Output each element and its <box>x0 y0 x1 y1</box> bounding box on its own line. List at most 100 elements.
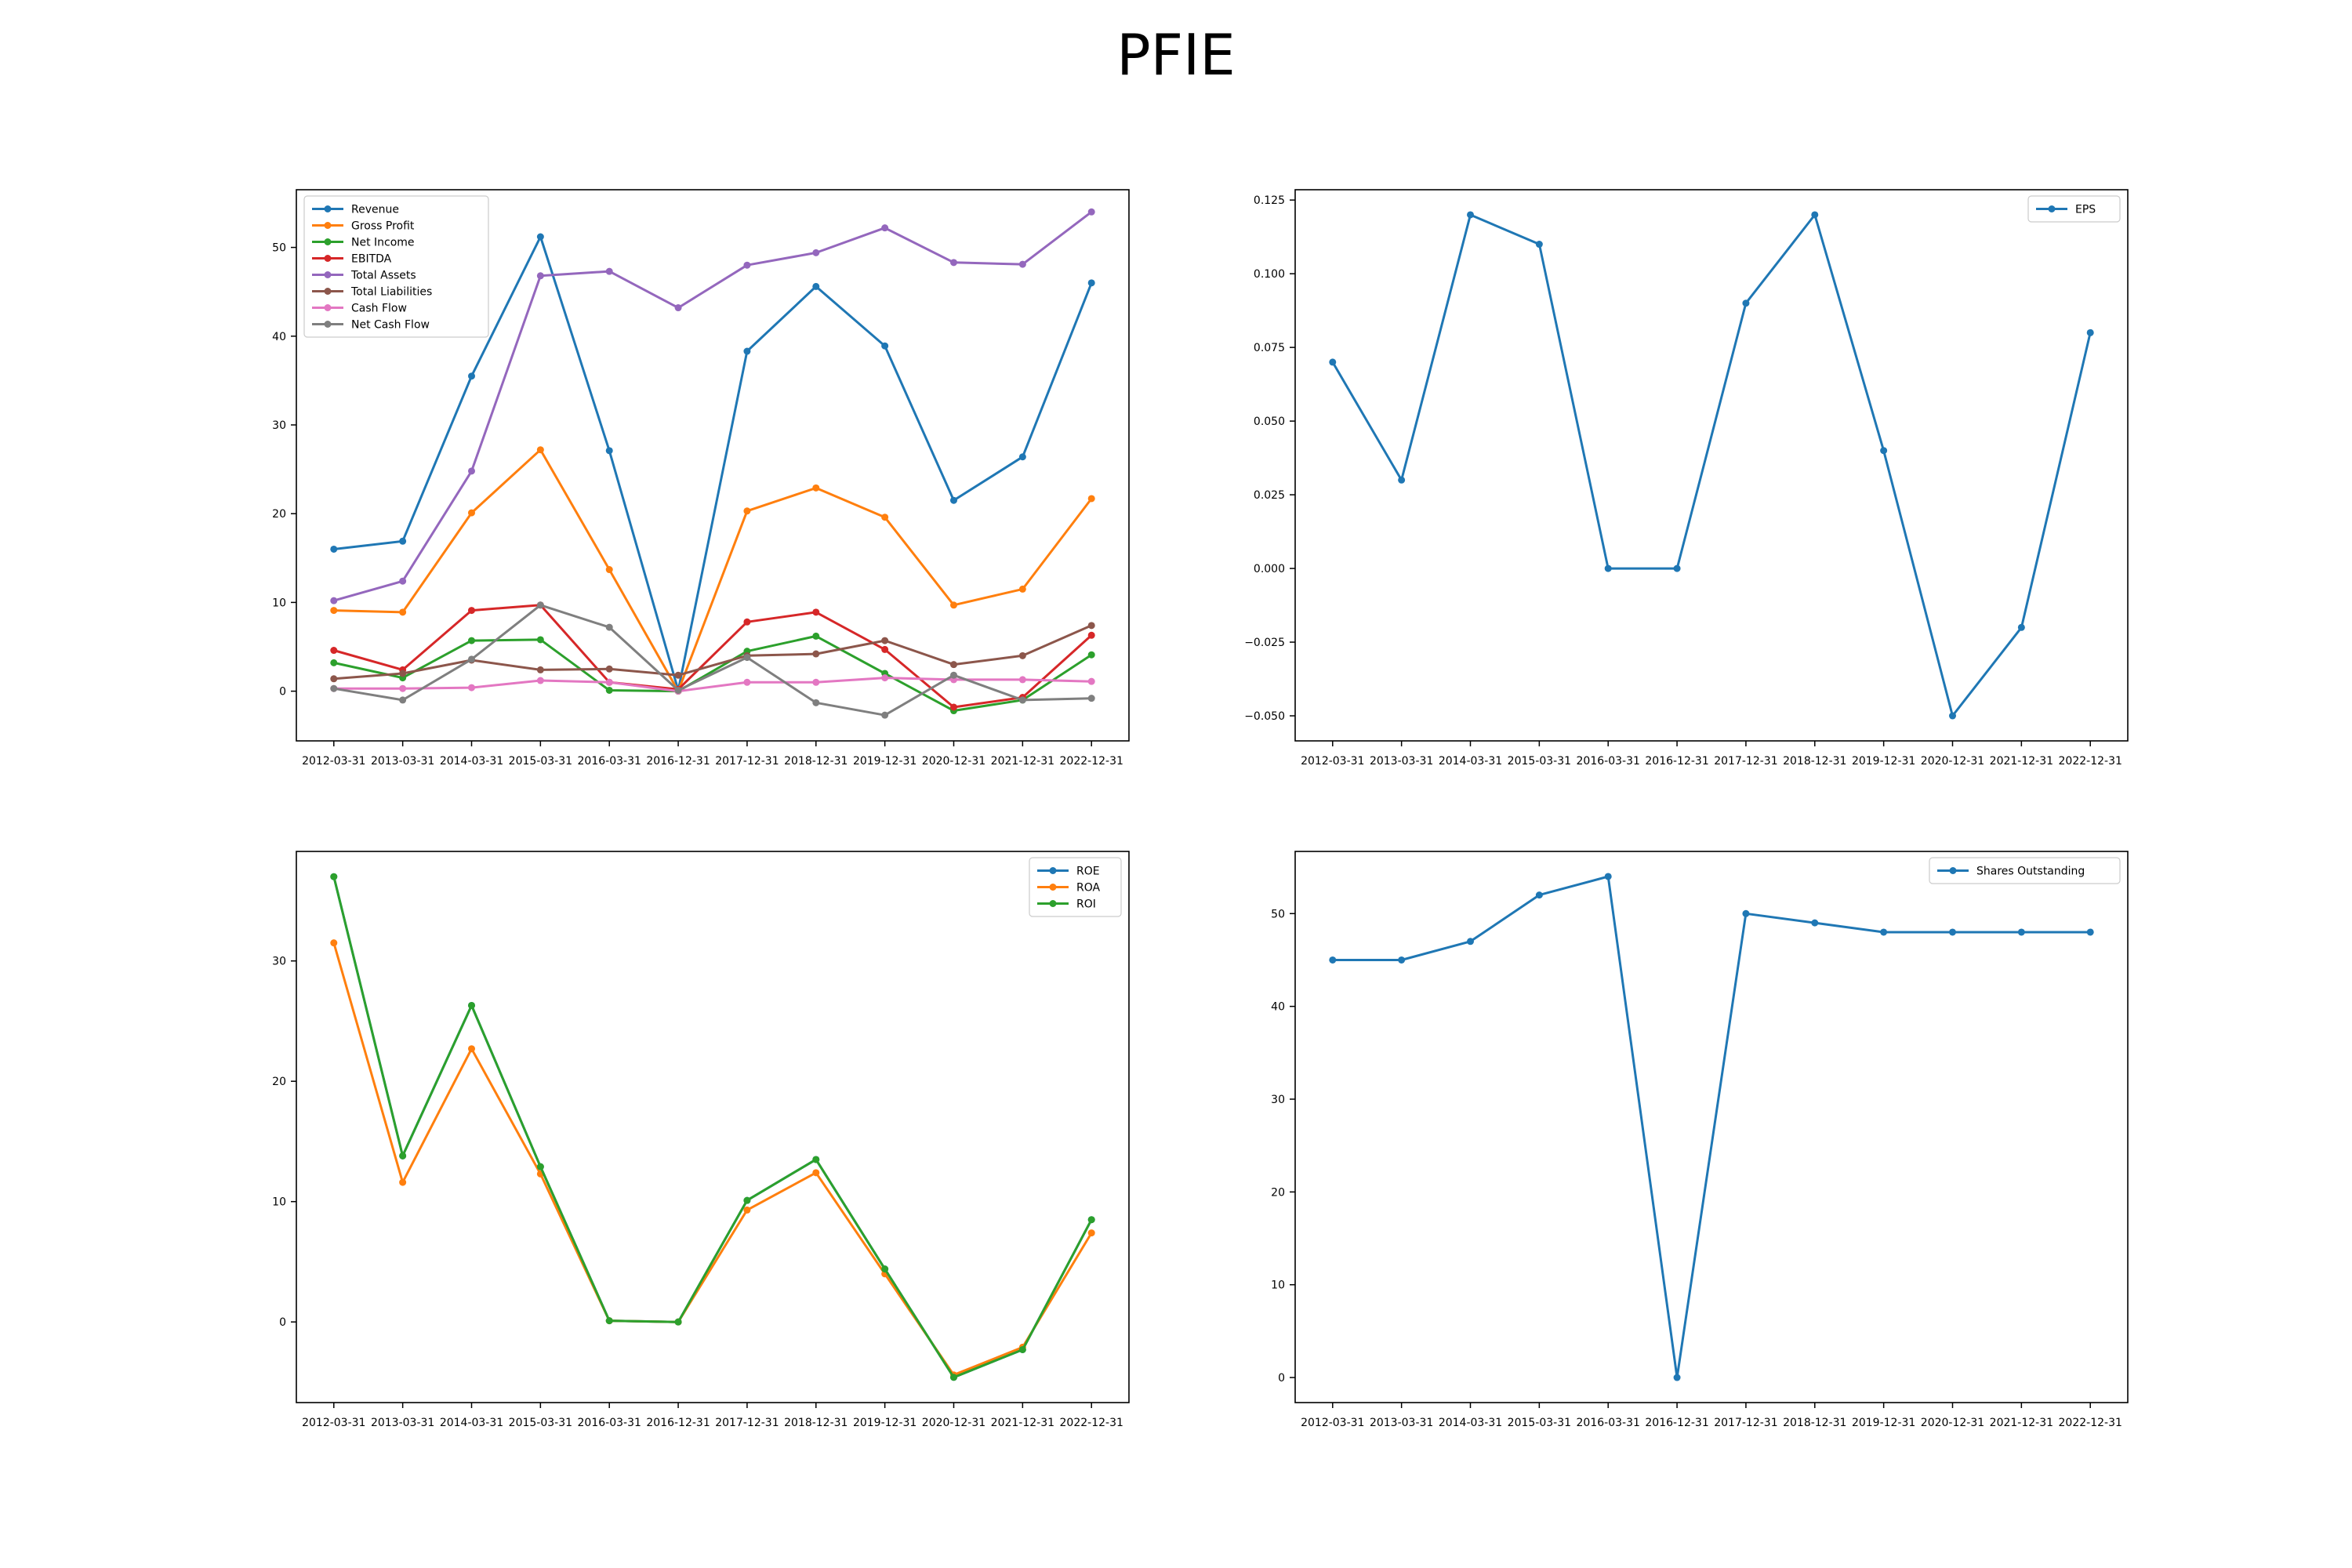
x-tick-label: 2016-03-31 <box>1577 755 1640 768</box>
x-tick-label: 2019-12-31 <box>853 755 916 768</box>
legend-swatch-marker <box>1949 867 1957 874</box>
series-line-revenue <box>333 235 1093 691</box>
x-tick-label: 2012-03-31 <box>302 1417 365 1429</box>
data-point-net-cash-flow <box>536 601 544 609</box>
data-point-net-cash-flow <box>605 623 613 631</box>
data-point-roi <box>881 1265 889 1273</box>
legend-swatch-marker <box>324 321 332 328</box>
chart-bottom-left: 2012-03-31 2013-03-31 2014-03-31 2015-03-31… <box>272 851 1130 1429</box>
figure-title: PFIE <box>1116 22 1236 88</box>
data-point-shares-outstanding <box>1880 928 1888 936</box>
data-point-cash-flow <box>605 678 613 686</box>
data-point-shares-outstanding <box>1535 891 1543 899</box>
data-point-revenue <box>468 372 476 380</box>
y-tick-label: 0.000 <box>1254 563 1285 575</box>
data-point-cash-flow <box>1018 676 1026 684</box>
x-tick-label: 2016-12-31 <box>646 1417 710 1429</box>
data-point-roi <box>468 1001 476 1009</box>
data-point-eps <box>1467 211 1475 219</box>
data-point-eps <box>1948 712 1956 720</box>
data-point-shares-outstanding <box>1604 873 1612 880</box>
x-tick-label: 2021-12-31 <box>991 755 1054 768</box>
data-point-total-liabilities <box>330 675 338 683</box>
legend-swatch-marker <box>324 255 332 262</box>
x-tick-label: 2022-12-31 <box>2059 755 2122 768</box>
data-point-shares-outstanding <box>1467 938 1475 946</box>
data-point-eps <box>1398 476 1406 484</box>
x-tick-label: 2015-03-31 <box>1508 755 1571 768</box>
data-point-roa <box>330 939 338 947</box>
data-point-revenue <box>330 545 338 553</box>
y-tick-label: 20 <box>1271 1186 1285 1199</box>
x-tick-label: 2015-03-31 <box>509 1417 572 1429</box>
x-tick-label: 2013-03-31 <box>1370 1417 1433 1429</box>
data-point-net-income <box>330 659 338 666</box>
legend-label: ROA <box>1076 882 1101 895</box>
legend-box <box>2027 195 2121 223</box>
data-point-eps <box>2086 328 2094 336</box>
legend-label: Net Cash Flow <box>351 319 430 332</box>
x-tick-label: 2020-12-31 <box>1921 1417 1984 1429</box>
data-point-revenue <box>1087 279 1095 287</box>
legend-swatch-marker <box>324 271 332 278</box>
legend-label: Gross Profit <box>351 220 415 233</box>
data-point-eps <box>1329 358 1337 366</box>
data-point-cash-flow <box>1087 677 1095 685</box>
data-point-revenue <box>399 537 407 545</box>
y-tick-label: 10 <box>272 597 286 609</box>
legend-label: Revenue <box>351 204 399 216</box>
series-line-total-assets <box>333 211 1093 602</box>
x-tick-label: 2020-12-31 <box>922 755 985 768</box>
data-point-total-assets <box>468 467 476 475</box>
y-tick-label: 0.075 <box>1254 342 1285 354</box>
data-point-shares-outstanding <box>1948 928 1956 936</box>
x-tick-label: 2013-03-31 <box>371 1417 434 1429</box>
data-point-cash-flow <box>536 677 544 684</box>
data-point-gross-profit <box>1087 495 1095 503</box>
data-point-shares-outstanding <box>1329 956 1337 964</box>
data-point-eps <box>1604 564 1612 572</box>
x-tick-label: 2018-12-31 <box>784 755 848 768</box>
series-line-net-cash-flow <box>333 604 1092 717</box>
data-point-net-cash-flow <box>743 654 751 662</box>
data-point-total-assets <box>399 577 407 585</box>
data-point-shares-outstanding <box>1673 1374 1681 1381</box>
x-tick-label: 2013-03-31 <box>1370 755 1433 768</box>
legend: EPS <box>2027 195 2121 223</box>
legend-box <box>303 195 489 338</box>
data-point-total-liabilities <box>674 671 682 679</box>
axes-frame <box>296 851 1130 1403</box>
data-point-revenue <box>605 447 613 455</box>
axes-frame <box>296 189 1130 742</box>
data-point-total-assets <box>605 267 613 275</box>
x-tick-label: 2021-12-31 <box>1990 1417 2053 1429</box>
legend: Shares Outstanding <box>1929 857 2121 884</box>
data-point-net-cash-flow <box>674 686 682 694</box>
x-tick-label: 2012-03-31 <box>1301 1417 1364 1429</box>
legend-label: Total Assets <box>350 270 416 282</box>
x-tick-label: 2021-12-31 <box>1990 755 2053 768</box>
x-tick-label: 2019-12-31 <box>1852 755 1915 768</box>
x-tick-label: 2019-12-31 <box>1852 1417 1915 1429</box>
x-tick-label: 2022-12-31 <box>1060 755 1123 768</box>
data-point-total-assets <box>949 259 957 267</box>
data-point-shares-outstanding <box>2086 928 2094 936</box>
data-point-net-income <box>1087 651 1095 659</box>
data-point-gross-profit <box>399 608 407 616</box>
y-tick-label: 0 <box>279 686 286 699</box>
x-tick-label: 2016-03-31 <box>578 755 641 768</box>
legend-swatch-marker <box>2048 205 2056 212</box>
data-point-revenue <box>949 496 957 504</box>
x-tick-label: 2017-12-31 <box>1714 1417 1777 1429</box>
data-point-roi <box>812 1156 820 1163</box>
series-line-net-income <box>333 634 1093 712</box>
data-point-total-assets <box>674 304 682 312</box>
x-tick-label: 2021-12-31 <box>991 1417 1054 1429</box>
data-point-roa <box>1087 1229 1095 1237</box>
x-tick-label: 2020-12-31 <box>922 1417 985 1429</box>
x-tick-label: 2017-12-31 <box>1714 755 1777 768</box>
series-line-eps <box>1331 213 2092 717</box>
data-point-net-cash-flow <box>1018 696 1026 704</box>
data-point-total-liabilities <box>536 666 544 673</box>
